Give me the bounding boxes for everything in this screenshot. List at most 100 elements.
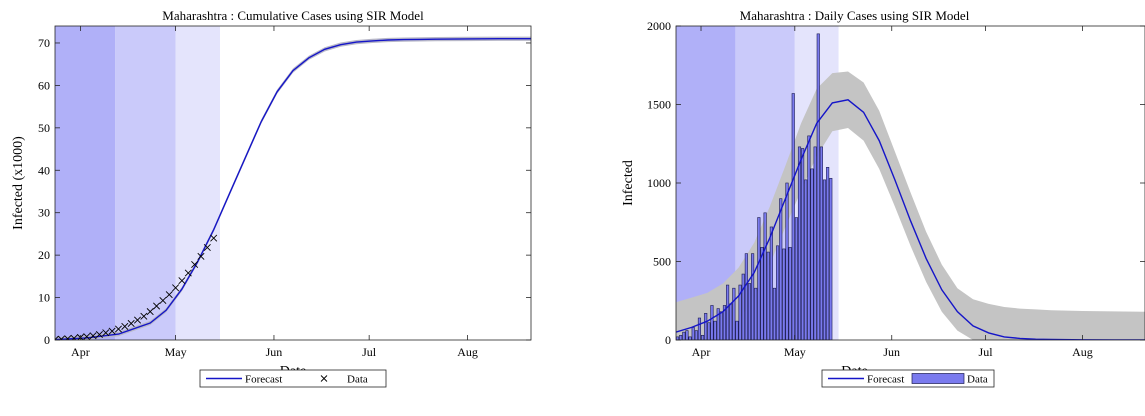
data-bar-38 [794,217,798,340]
y-tick-label: 0 [665,333,671,347]
y-tick-label: 1500 [647,98,671,112]
y-tick-label: 500 [653,255,671,269]
data-point-5 [83,333,91,340]
data-point-0 [55,336,59,340]
data-point-23 [197,252,205,260]
x-tick-label: Aug [1072,345,1093,359]
confidence-band [676,71,1145,340]
data-bar-23 [747,283,752,340]
data-bar-24 [751,253,755,340]
x-tick-label: Aug [457,345,478,359]
data-bar-1 [679,334,683,340]
data-point-11 [121,322,129,330]
data-bar-43 [810,168,814,340]
y-tick-label: 30 [38,206,50,220]
data-bar-12 [713,320,717,340]
data-bar-33 [779,198,783,340]
legend-data-swatch [911,373,965,384]
data-bar-35 [785,182,789,340]
plot-area [676,26,1145,340]
data-bar-29 [766,251,770,340]
data-bar-25 [754,287,758,340]
x-tick-label: May [165,345,187,359]
phase-band-2 [115,26,176,340]
legend-data-label: Data [347,374,368,386]
legend-data-label: Data [967,374,988,386]
data-bar-36 [788,247,792,340]
data-point-10 [114,325,122,333]
y-tick-label: 50 [38,121,50,135]
data-bar-48 [826,167,830,340]
cumulative-cases-chart: 0 10 20 30 40 50 60 70 Apr May Jun Jul Aug Maharashtr… [11,8,532,388]
chart-title: Maharashtra : Daily Cases using SIR Mode… [740,8,970,23]
data-point-22 [191,260,199,268]
y-tick-label: 2000 [647,19,671,33]
data-bar-45 [816,33,820,340]
legend: Forecast Data [199,369,387,388]
y-axis-label: Infected (x1000) [11,136,26,230]
data-bar-34 [782,248,786,340]
y-tick-label: 60 [38,78,50,92]
y-tick-label: 70 [38,36,50,50]
data-bar-46 [819,146,823,340]
data-bar-3 [685,330,689,340]
data-bar-26 [757,217,761,340]
data-bar-17 [729,303,733,340]
y-tick-label: 0 [44,333,50,347]
data-bar-32 [776,245,780,340]
y-tick-label: 20 [38,248,50,262]
data-point-17 [159,297,167,305]
data-bar-21 [741,273,745,340]
data-bar-0 [676,336,680,340]
phase-band-3 [175,26,221,340]
data-bar-41 [804,179,808,340]
daily-cases-chart: 0 500 1000 1500 2000 Apr May Jun Jul Aug Maharasht… [621,8,1145,388]
data-bar-37 [791,93,795,340]
data-point-6 [89,332,97,340]
data-point-15 [146,308,154,316]
legend-box [199,369,387,388]
data-bar-19 [735,320,739,340]
legend-forecast-label: Forecast [867,374,904,386]
data-bar-49 [829,177,833,340]
data-bar-39 [797,146,802,340]
data-point-3 [70,334,78,340]
data-point-21 [184,269,192,277]
data-bar-40 [801,148,805,340]
data-bar-2 [682,331,686,340]
phase-band-1 [55,26,116,340]
data-bar-31 [772,287,777,340]
data-point-7 [95,330,103,339]
data-bar-44 [813,146,817,340]
data-bar-4 [688,336,692,340]
data-point-2 [64,335,72,340]
x-tick-label: Jun [883,345,900,359]
data-point-9 [108,327,116,335]
data-bar-14 [719,311,723,340]
data-bar-5 [691,327,695,340]
axes-frame [54,25,532,341]
x-tick-label: Jul [979,345,994,359]
data-bar-8 [701,334,705,340]
y-axis-label: Infected [621,160,636,206]
y-tick-label: 1000 [647,176,671,190]
data-bar-42 [807,135,811,340]
data-point-20 [178,277,186,285]
legend-forecast-label: Forecast [245,374,282,386]
data-bar-28 [763,212,767,340]
data-point-13 [133,316,142,324]
data-bar-11 [710,305,714,340]
y-tick-label: 10 [38,291,50,305]
data-bar-22 [744,253,748,340]
forecast-line [55,38,531,340]
data-point-24 [203,243,211,252]
forecast-line [676,99,1145,340]
x-tick-label: Jul [362,345,377,359]
data-bar-13 [716,308,720,340]
x-tick-label: May [784,345,806,359]
data-point-1 [57,335,65,340]
data-point-12 [127,319,135,327]
data-bar-7 [697,317,702,340]
data-bar-30 [769,226,773,340]
